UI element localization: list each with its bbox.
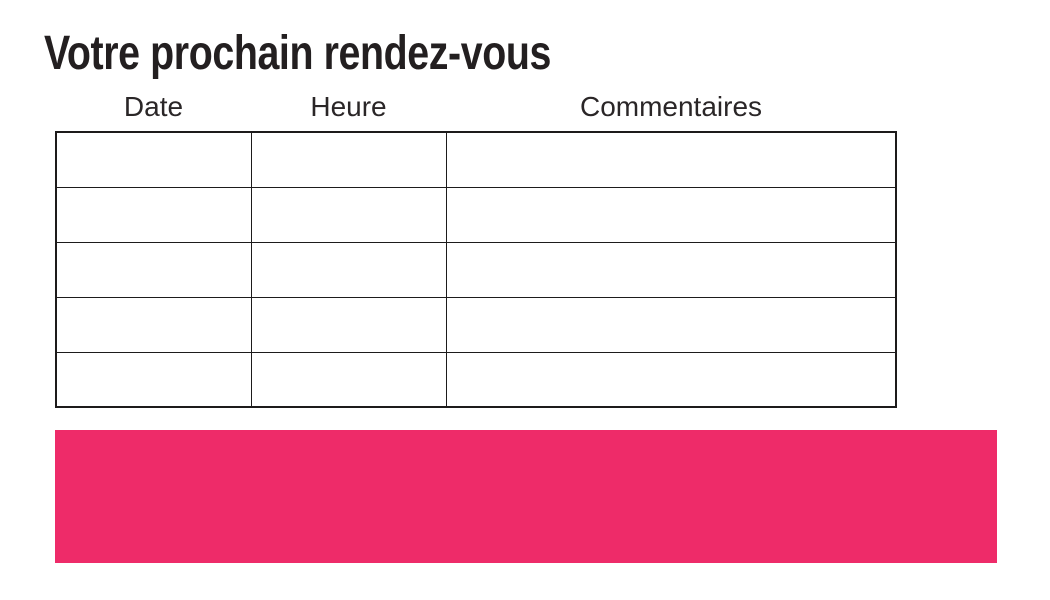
- table-body: [55, 131, 897, 408]
- table-cell-heure: [250, 131, 447, 188]
- table-cell-commentaires: [445, 296, 897, 353]
- table-cell-date: [55, 186, 252, 243]
- column-header-heure: Heure: [310, 91, 387, 122]
- appointment-table: Date Heure Commentaires: [55, 88, 897, 408]
- table-row: [55, 241, 897, 298]
- table-cell-heure: [250, 186, 447, 243]
- table-cell-commentaires: [445, 186, 897, 243]
- column-header-date: Date: [123, 91, 184, 122]
- table-row: [55, 351, 897, 408]
- table-row: [55, 131, 897, 188]
- table-row: [55, 296, 897, 353]
- column-header-commentaires: Commentaires: [579, 91, 763, 122]
- table-cell-commentaires: [445, 241, 897, 298]
- table-cell-commentaires: [445, 131, 897, 188]
- table-cell-date: [55, 241, 252, 298]
- table-cell-date: [55, 351, 252, 408]
- table-cell-heure: [250, 351, 447, 408]
- table-cell-commentaires: [445, 351, 897, 408]
- table-cell-heure: [250, 241, 447, 298]
- table-row: [55, 186, 897, 243]
- table-cell-date: [55, 131, 252, 188]
- highlight-banner: [55, 430, 997, 563]
- table-cell-heure: [250, 296, 447, 353]
- table-cell-date: [55, 296, 252, 353]
- page-title: Votre prochain rendez-vous: [44, 27, 551, 80]
- table-header-row: Date Heure Commentaires: [56, 88, 896, 132]
